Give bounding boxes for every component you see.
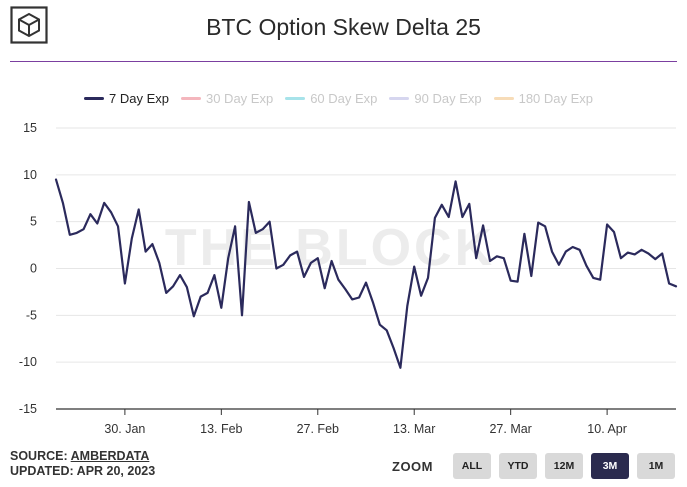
x-tick-label: 27. Mar <box>489 422 531 436</box>
y-axis: 15 10 5 0 -5 -10 -15 <box>19 121 37 416</box>
zoom-3m-button[interactable]: 3M <box>591 453 629 479</box>
the-block-logo-icon <box>10 6 48 44</box>
zoom-controls: ZOOM ALL YTD 12M 3M 1M <box>392 453 675 479</box>
updated-date: UPDATED: APR 20, 2023 <box>10 464 156 478</box>
y-tick-label: -15 <box>19 402 37 416</box>
y-tick-label: 10 <box>23 168 37 182</box>
legend-swatch <box>493 96 514 100</box>
legend-swatch <box>180 96 201 100</box>
legend-item-30-day[interactable]: 30 Day Exp <box>180 90 274 106</box>
x-tick-label: 27. Feb <box>297 422 339 436</box>
legend-item-60-day[interactable]: 60 Day Exp <box>285 91 377 106</box>
x-tick-label: 10. Apr <box>587 422 627 436</box>
y-tick-label: 0 <box>30 262 37 276</box>
legend-item-7-day[interactable]: 7 Day Exp <box>84 91 169 106</box>
chart-title: BTC Option Skew Delta 25 <box>206 14 481 40</box>
legend-swatch <box>285 96 306 100</box>
legend-label: 180 Day Exp <box>518 90 594 106</box>
legend-label: 60 Day Exp <box>310 90 378 106</box>
x-axis: 30. Jan 13. Feb 27. Feb 13. Mar 27. Mar 10. A… <box>56 408 676 436</box>
title-divider <box>10 61 677 62</box>
zoom-ytd-button[interactable]: YTD <box>499 453 537 479</box>
zoom-all-button[interactable]: ALL <box>453 453 491 479</box>
source-prefix: SOURCE: <box>10 449 71 463</box>
y-tick-label: 5 <box>30 215 37 229</box>
zoom-label: ZOOM <box>392 458 433 474</box>
source-link[interactable]: AMBERDATA <box>70 449 150 463</box>
y-tick-label: 15 <box>23 121 37 135</box>
x-tick-label: 30. Jan <box>104 422 145 436</box>
y-tick-label: -10 <box>19 355 37 369</box>
chart-legend: 7 Day Exp 30 Day Exp 60 Day Exp 90 Day E… <box>84 90 605 106</box>
legend-label: 90 Day Exp <box>414 90 482 106</box>
x-tick-label: 13. Feb <box>200 422 242 436</box>
legend-label: 7 Day Exp <box>109 90 169 106</box>
legend-item-90-day[interactable]: 90 Day Exp <box>389 90 482 106</box>
series-layer <box>54 178 678 369</box>
legend-swatch <box>84 96 104 100</box>
source-block: SOURCE: AMBERDATA UPDATED: APR 20, 2023 <box>10 449 155 479</box>
zoom-12m-button[interactable]: 12M <box>545 453 583 479</box>
y-tick-label: -5 <box>26 308 37 322</box>
zoom-1m-button[interactable]: 1M <box>637 453 675 479</box>
legend-label: 30 Day Exp <box>205 90 274 106</box>
x-tick-label: 13. Mar <box>393 422 435 436</box>
legend-swatch <box>389 96 410 100</box>
legend-item-180-day[interactable]: 180 Day Exp <box>493 90 594 106</box>
gridlines <box>56 127 676 363</box>
series-line-7-day-exp[interactable] <box>54 178 678 369</box>
watermark: THE BLOCK <box>165 219 495 277</box>
